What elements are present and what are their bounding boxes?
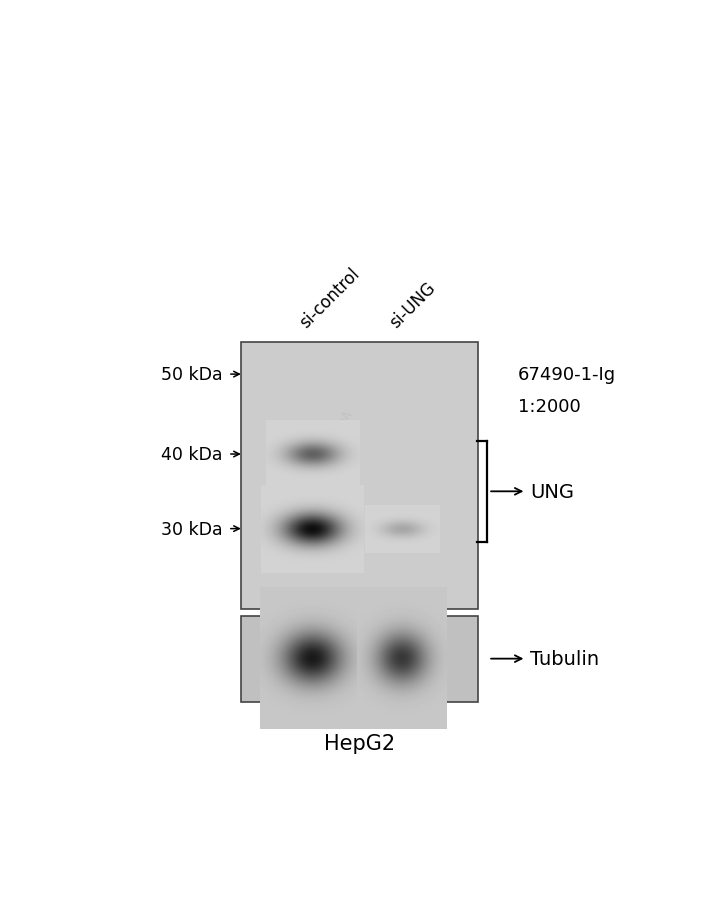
Text: 1:2000: 1:2000 [518, 398, 580, 416]
Bar [241, 343, 478, 609]
Text: HepG2: HepG2 [324, 733, 395, 753]
Bar [241, 616, 478, 702]
Text: si-UNG: si-UNG [386, 279, 439, 332]
Text: Tubulin: Tubulin [530, 649, 599, 668]
Text: WWW.PTGLAB.COM: WWW.PTGLAB.COM [307, 409, 355, 543]
Text: 67490-1-Ig: 67490-1-Ig [518, 365, 615, 383]
Text: si-control: si-control [296, 265, 362, 332]
Text: UNG: UNG [530, 483, 574, 502]
Text: 40 kDa: 40 kDa [161, 446, 223, 464]
Text: 50 kDa: 50 kDa [161, 365, 223, 383]
Text: 30 kDa: 30 kDa [161, 520, 223, 538]
